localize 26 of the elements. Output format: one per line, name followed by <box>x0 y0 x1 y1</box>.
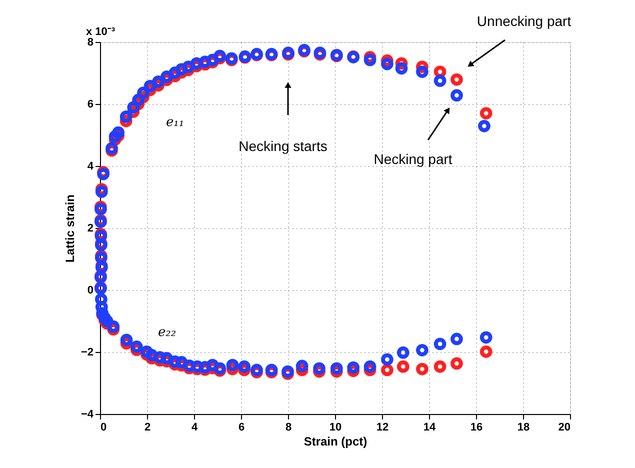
x-tick-label: 6 <box>238 422 245 434</box>
x-tick-label: 4 <box>191 422 198 434</box>
y-tick-label: 0 <box>87 284 94 296</box>
annotation: Necking part <box>374 151 452 167</box>
x-tick-label: 8 <box>285 422 292 434</box>
annotation: e₂₂ <box>158 325 176 340</box>
y-tick-label: 4 <box>87 160 94 172</box>
y-axis-title: Lattic strain <box>62 194 77 263</box>
y-tick-label: 6 <box>87 98 94 110</box>
annotation: Necking starts <box>238 138 328 154</box>
y-tick-label: −2 <box>80 346 94 358</box>
annotation: e₁₁ <box>166 115 184 130</box>
y-tick-label: −4 <box>80 408 94 420</box>
x-tick-label: 20 <box>558 422 570 434</box>
text: Unnecking part <box>476 13 572 29</box>
x-tick-label: 10 <box>329 422 342 434</box>
x-tick-label: 2 <box>144 422 151 434</box>
y-tick-label: 8 <box>87 36 94 48</box>
y-tick-label: 2 <box>87 222 94 234</box>
x-tick-label: 12 <box>376 422 389 434</box>
x-tick-label: 0 <box>100 422 107 434</box>
x-tick-label: 16 <box>470 422 483 434</box>
x-tick-label: 14 <box>423 422 436 434</box>
x-axis-title: Strain (pct) <box>304 434 368 448</box>
x-tick-label: 18 <box>517 422 530 434</box>
text: x 10⁻³ <box>86 26 116 38</box>
